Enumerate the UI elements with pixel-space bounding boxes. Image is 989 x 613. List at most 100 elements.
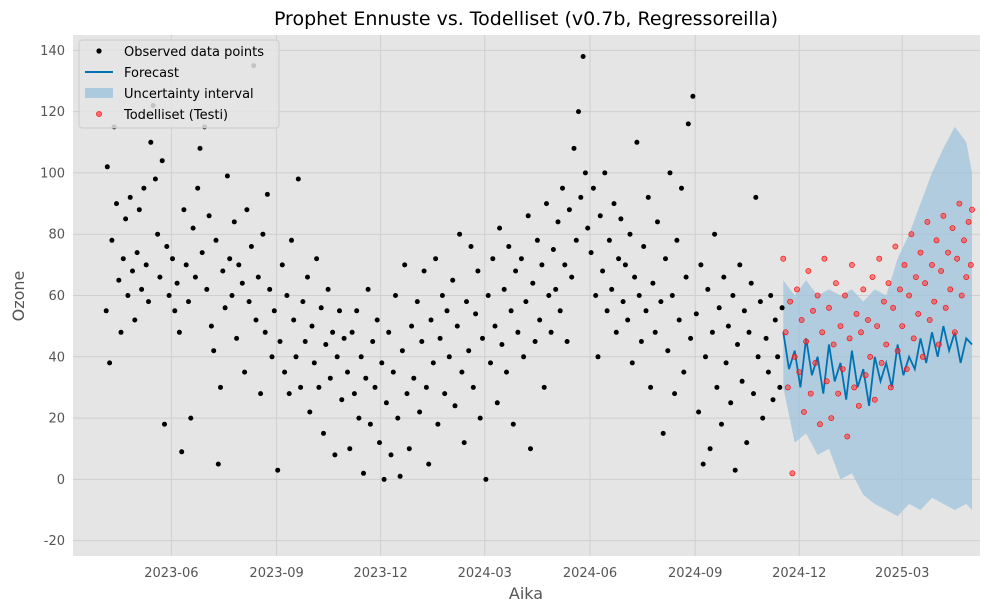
- observed-point: [679, 185, 684, 191]
- forecast-line: [782, 325, 973, 406]
- observed-point: [295, 176, 301, 182]
- observed-point: [606, 237, 612, 243]
- legend-test-label: Todelliset (Testi): [123, 108, 228, 123]
- observed-point: [127, 194, 133, 200]
- test-actual-point: [842, 292, 848, 299]
- observed-point: [748, 280, 754, 286]
- test-actual-point: [967, 261, 974, 268]
- observed-point: [523, 299, 529, 305]
- observed-point: [532, 339, 538, 344]
- observed-point: [307, 409, 313, 415]
- test-actual-point: [807, 390, 814, 397]
- test-actual-point: [837, 323, 844, 329]
- observed-point: [323, 342, 329, 347]
- test-actual-point: [817, 421, 823, 428]
- test-actual-point: [860, 286, 867, 293]
- observed-point: [399, 348, 405, 354]
- test-actual-point: [887, 384, 894, 391]
- test-actual-point: [913, 274, 919, 280]
- observed-point: [521, 354, 527, 360]
- test-actual-point: [846, 335, 853, 342]
- observed-point: [309, 323, 315, 329]
- observed-point: [627, 231, 633, 237]
- observed-point: [314, 256, 320, 262]
- observed-point: [109, 237, 115, 243]
- observed-point: [282, 369, 288, 375]
- observed-point: [370, 339, 376, 344]
- observed-point: [300, 299, 306, 305]
- observed-point: [275, 467, 281, 473]
- observed-point: [170, 256, 175, 262]
- test-actual-point: [814, 292, 821, 299]
- observed-point: [103, 308, 109, 314]
- observed-point: [714, 384, 720, 390]
- observed-point: [459, 369, 465, 375]
- legend-box: [78, 39, 280, 129]
- observed-point: [457, 231, 463, 237]
- observed-point: [248, 244, 254, 249]
- observed-point: [716, 305, 722, 311]
- test-actual-point: [812, 359, 819, 366]
- observed-point: [721, 274, 727, 280]
- observed-point: [492, 323, 498, 329]
- observed-point: [347, 446, 353, 452]
- observed-point: [393, 293, 398, 298]
- test-actual-point: [945, 249, 951, 256]
- observed-point: [723, 360, 729, 366]
- y-tick-label: 120: [40, 105, 65, 120]
- observed-point: [573, 237, 579, 243]
- observed-point: [152, 176, 158, 182]
- observed-point: [609, 286, 615, 292]
- observed-point: [580, 54, 586, 59]
- observed-point: [775, 354, 781, 360]
- observed-point: [483, 476, 489, 482]
- test-actual-point: [954, 255, 960, 262]
- observed-point: [162, 421, 167, 427]
- x-tick-label: 2025-03: [875, 566, 929, 581]
- observed-point: [279, 262, 285, 268]
- observed-point: [564, 339, 570, 344]
- observed-point: [192, 274, 198, 280]
- y-tick-label: 0: [57, 473, 65, 488]
- observed-point: [172, 308, 178, 314]
- observed-point: [159, 158, 165, 164]
- observed-point: [638, 339, 644, 344]
- test-actual-point: [938, 268, 944, 274]
- observed-point: [672, 391, 678, 397]
- observed-point: [242, 369, 248, 375]
- observed-point: [388, 452, 394, 458]
- test-actual-point: [956, 200, 963, 207]
- test-actual-point: [798, 317, 805, 323]
- observed-point: [681, 369, 687, 375]
- observed-point: [667, 170, 673, 176]
- observed-point: [676, 317, 682, 323]
- observed-point: [206, 213, 212, 219]
- test-actual-point: [803, 338, 809, 345]
- observed-point: [499, 342, 505, 347]
- test-actual-point: [883, 341, 890, 348]
- observed-point: [426, 461, 432, 467]
- observed-point: [134, 250, 140, 256]
- observed-point: [421, 268, 427, 274]
- observed-point: [269, 354, 275, 360]
- observed-point: [648, 384, 654, 390]
- observed-point: [195, 185, 201, 191]
- test-actual-point: [935, 341, 942, 348]
- observed-point: [213, 237, 219, 243]
- test-actual-point: [919, 353, 926, 360]
- observed-point: [544, 201, 549, 207]
- observed-point: [325, 286, 331, 292]
- observed-point: [548, 329, 554, 335]
- observed-point: [490, 256, 496, 262]
- observed-point: [132, 317, 138, 323]
- observed-point: [571, 145, 577, 151]
- observed-point: [597, 213, 603, 219]
- test-actual-point: [897, 286, 903, 293]
- legend-uncertainty-label: Uncertainty interval: [124, 87, 254, 102]
- observed-point: [148, 139, 154, 145]
- test-actual-point: [839, 366, 846, 372]
- observed-point: [186, 299, 191, 305]
- observed-point: [120, 256, 126, 262]
- observed-point: [636, 293, 642, 298]
